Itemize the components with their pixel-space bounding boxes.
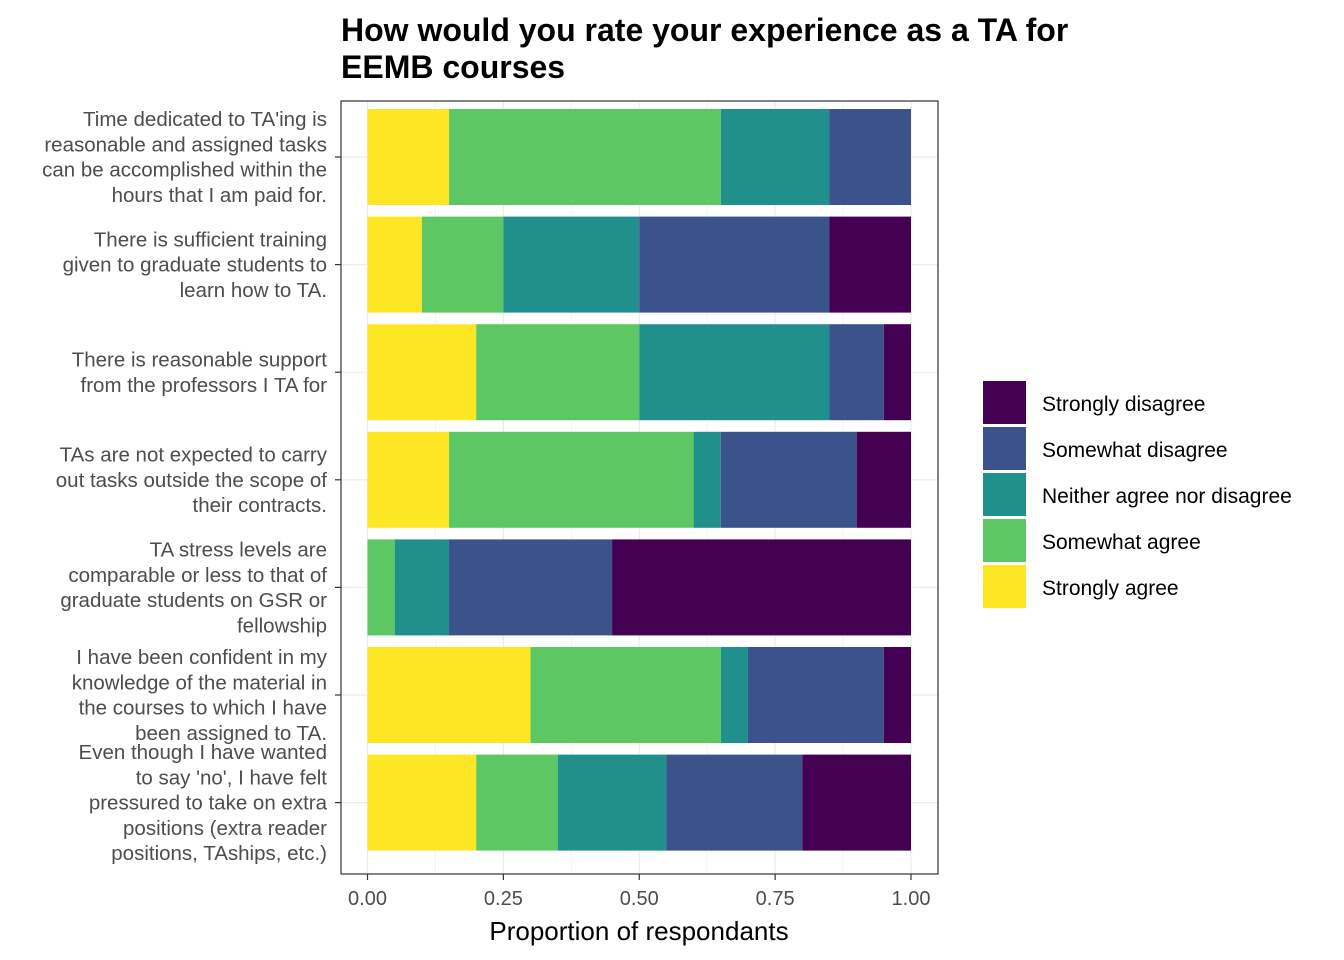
category-label: TAs are not expected to carry out tasks o…: [56, 444, 328, 518]
category-label-line: reasonable and assigned tasks: [44, 133, 327, 156]
category-label-line: their contracts.: [193, 494, 327, 517]
bar-segment-somewhat-agree: [530, 647, 721, 743]
category-label-line: positions, TAships, etc.): [111, 842, 327, 865]
category-label: Time dedicated to TA'ing is reasonable an…: [42, 108, 327, 207]
bar-segment-strongly-disagree: [612, 539, 911, 636]
bar-segment-strongly-disagree: [856, 431, 911, 528]
y-axis: Time dedicated to TA'ing is reasonable an…: [42, 108, 341, 865]
category-label-line: TAs are not expected to carry: [60, 444, 328, 467]
category-label-line: from the professors I TA for: [81, 374, 328, 397]
bar-segment-somewhat-agree: [476, 324, 640, 421]
chart-title-line-2: EEMB courses: [341, 49, 565, 85]
category-label-line: I have been confident in my: [76, 646, 327, 669]
x-tick-label: 0.50: [620, 888, 659, 910]
legend-swatch: [983, 565, 1026, 608]
category-label-line: out tasks outside the scope of: [56, 469, 328, 492]
x-axis: 0.00 0.25 0.50 0.75 1.00: [348, 874, 930, 910]
category-label-line: learn how to TA.: [180, 279, 327, 302]
x-tick-label: 0.00: [348, 888, 387, 910]
category-label-line: hours that I am paid for.: [112, 184, 327, 207]
bar-segment-somewhat-agree: [421, 216, 504, 313]
category-label-line: knowledge of the material in: [72, 671, 327, 694]
category-label: Even though I have wanted to say 'no', I …: [79, 741, 328, 865]
legend-label: Somewhat agree: [1042, 531, 1201, 554]
category-label-line: given to graduate students to: [63, 254, 327, 277]
category-label-line: There is reasonable support: [72, 349, 328, 372]
bar-segment-strongly-disagree: [883, 324, 911, 421]
bar-segment-somewhat-disagree: [666, 754, 803, 851]
legend-label: Neither agree nor disagree: [1042, 485, 1292, 508]
x-tick-label: 0.75: [756, 888, 795, 910]
bar-segment-neither-agree-nor-disagree: [720, 647, 748, 743]
bar-segment-strongly-agree: [367, 754, 477, 851]
category-label-line: to say 'no', I have felt: [136, 766, 328, 789]
bar-segment-strongly-disagree: [802, 754, 911, 851]
bar-segment-neither-agree-nor-disagree: [557, 754, 667, 851]
bar-segment-somewhat-agree: [476, 754, 558, 851]
category-label: I have been confident in my knowledge of …: [72, 646, 328, 745]
bar-segment-neither-agree-nor-disagree: [503, 216, 640, 313]
bar-segment-neither-agree-nor-disagree: [394, 539, 450, 636]
bar-segment-strongly-agree: [367, 324, 477, 421]
category-label-line: There is sufficient training: [94, 228, 327, 251]
category-label-line: comparable or less to that of: [68, 564, 327, 587]
category-label: There is sufficient training given to gra…: [63, 228, 327, 302]
bar-segment-somewhat-disagree: [639, 216, 830, 313]
bar-segment-strongly-disagree: [883, 647, 911, 743]
category-label-line: Time dedicated to TA'ing is: [83, 108, 327, 131]
chart-title-line-1: How would you rate your experience as a …: [341, 12, 1068, 48]
category-label-line: been assigned to TA.: [135, 722, 327, 745]
bar-segment-somewhat-disagree: [829, 324, 884, 421]
x-axis-title: Proportion of respondants: [489, 916, 788, 946]
bar-segment-strongly-agree: [367, 647, 531, 743]
bar-segment-neither-agree-nor-disagree: [639, 324, 830, 421]
bar-segment-somewhat-disagree: [747, 647, 884, 743]
x-tick-label: 1.00: [892, 888, 931, 910]
category-label: There is reasonable support from the prof…: [72, 349, 328, 397]
category-label-line: graduate students on GSR or: [60, 589, 327, 612]
category-label-line: the courses to which I have: [79, 697, 327, 720]
category-label: TA stress levels are comparable or less t…: [60, 538, 327, 637]
legend-label: Somewhat disagree: [1042, 439, 1228, 462]
bar-segment-strongly-disagree: [829, 216, 911, 313]
bar-segment-strongly-agree: [367, 431, 450, 528]
legend: Strongly disagree Somewhat disagree Neithe…: [983, 381, 1292, 608]
bar-segment-somewhat-agree: [449, 431, 694, 528]
bar-segment-neither-agree-nor-disagree: [693, 431, 721, 528]
bar-segment-somewhat-disagree: [449, 539, 613, 636]
bar-segment-somewhat-disagree: [720, 431, 857, 528]
category-label-line: pressured to take on extra: [89, 792, 328, 815]
legend-swatch: [983, 381, 1026, 424]
bar-segment-strongly-agree: [367, 109, 450, 205]
bars-group: [367, 109, 911, 851]
legend-label: Strongly agree: [1042, 577, 1179, 600]
bar-segment-strongly-agree: [367, 216, 422, 313]
category-label-line: positions (extra reader: [123, 817, 327, 840]
bar-segment-somewhat-agree: [449, 109, 721, 205]
legend-swatch: [983, 427, 1026, 470]
x-tick-label: 0.25: [484, 888, 523, 910]
legend-swatch: [983, 519, 1026, 562]
legend-label: Strongly disagree: [1042, 393, 1205, 416]
category-label-line: TA stress levels are: [150, 538, 327, 561]
bar-segment-neither-agree-nor-disagree: [720, 109, 830, 205]
category-label-line: can be accomplished within the: [42, 159, 327, 182]
category-label-line: fellowship: [237, 614, 327, 637]
category-label-line: Even though I have wanted: [79, 741, 327, 764]
bar-segment-somewhat-agree: [367, 539, 395, 636]
legend-swatch: [983, 473, 1026, 516]
bar-segment-somewhat-disagree: [829, 109, 911, 205]
